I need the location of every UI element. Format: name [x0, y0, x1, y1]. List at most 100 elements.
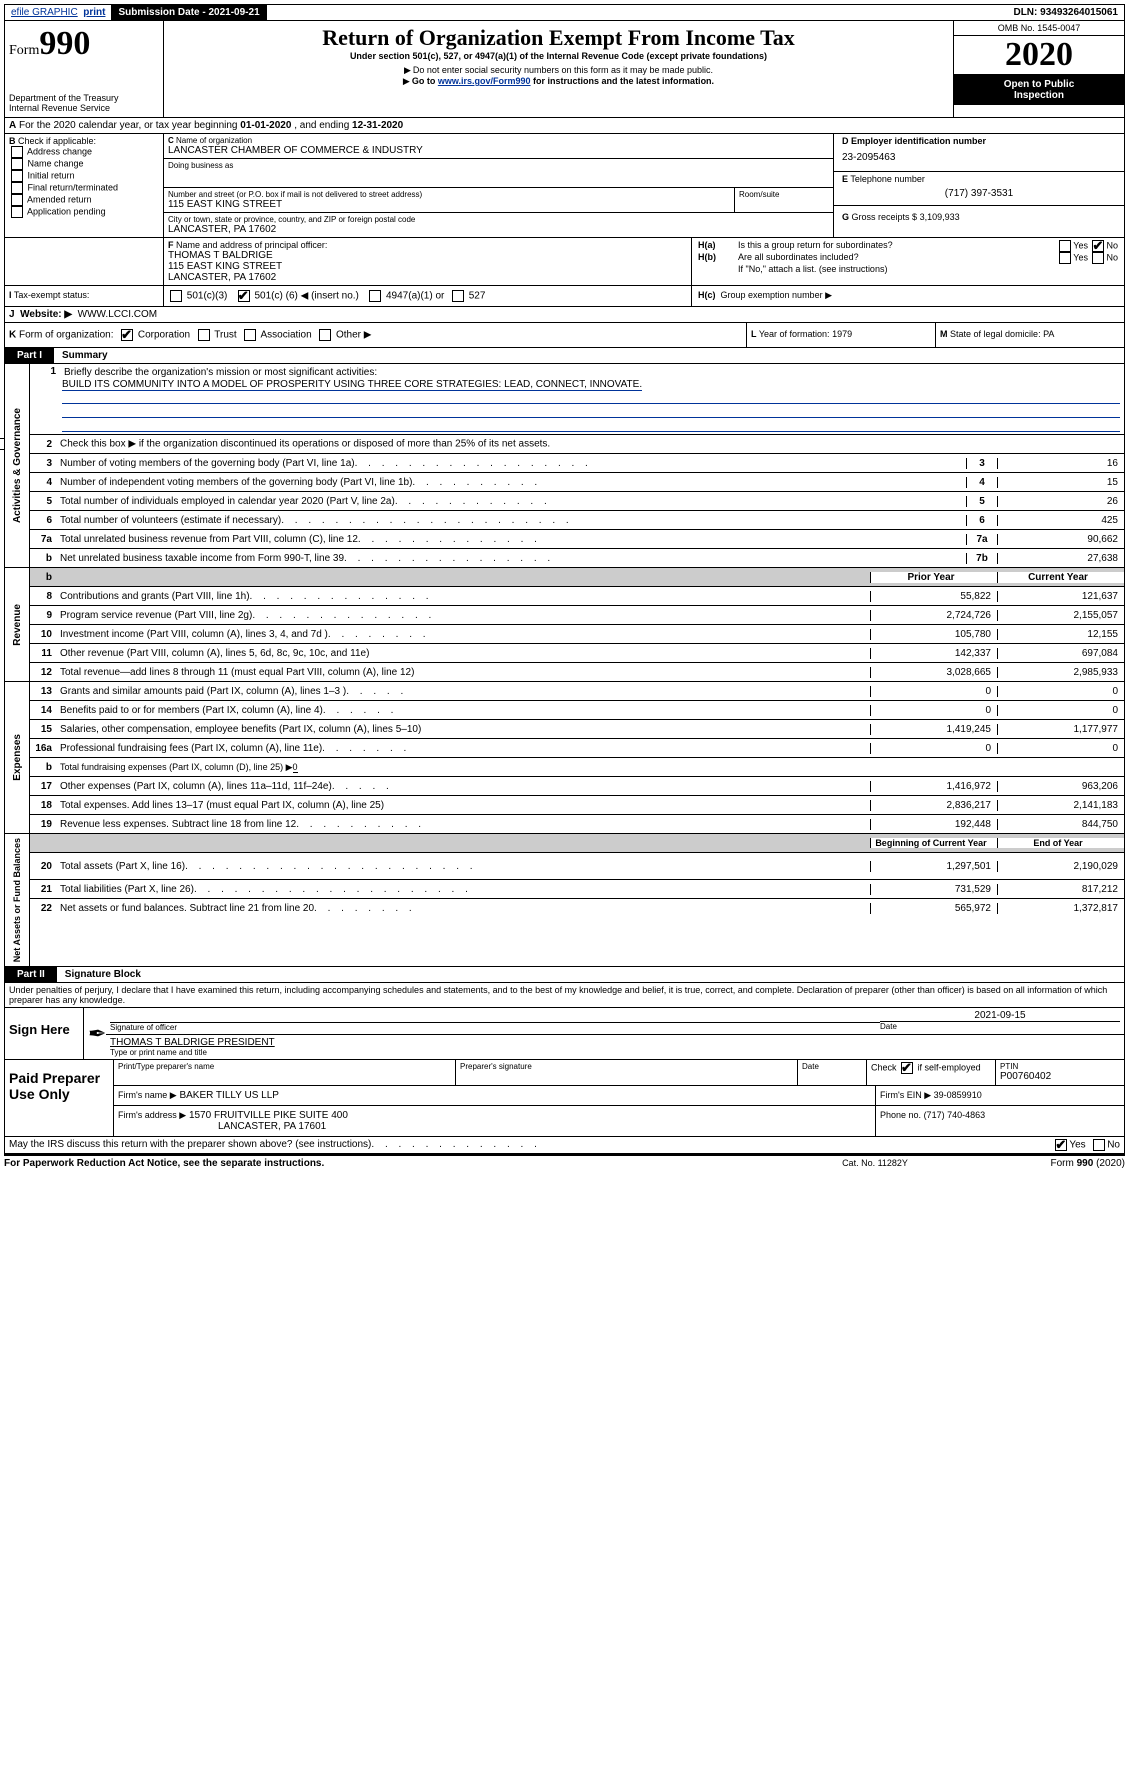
- v3: 16: [997, 458, 1124, 469]
- row-bcde: B Check if applicable: Address change Na…: [4, 134, 1125, 238]
- dba-label: Doing business as: [168, 161, 829, 170]
- cb-discontinued[interactable]: [0, 438, 5, 450]
- c8: 121,637: [997, 591, 1124, 602]
- submission-date: Submission Date - 2021-09-21: [112, 5, 266, 20]
- cb-hb-no[interactable]: [1092, 252, 1104, 264]
- cat-no: Cat. No. 11282Y: [785, 1158, 965, 1169]
- cb-4947[interactable]: [369, 290, 381, 302]
- i-options: 501(c)(3) 501(c) (6) ◀ (insert no.) 4947…: [164, 286, 692, 306]
- cb-ha-no[interactable]: [1092, 240, 1104, 252]
- b20: 1,297,501: [870, 861, 997, 872]
- col-ptin: PTIN: [1000, 1062, 1120, 1071]
- room-label: Room/suite: [739, 190, 829, 199]
- sig-date-label: Date: [880, 1021, 1120, 1031]
- l10: Investment income (Part VIII, column (A)…: [58, 628, 870, 641]
- b21: 731,529: [870, 884, 997, 895]
- website: WWW.LCCI.COM: [78, 309, 157, 320]
- col-date: Date: [802, 1062, 862, 1071]
- i-label: I Tax-exempt status:: [5, 286, 164, 306]
- row-i: I Tax-exempt status: 501(c)(3) 501(c) (6…: [4, 286, 1125, 307]
- street-label: Number and street (or P.O. box if mail i…: [168, 190, 730, 199]
- sign-here-block: Sign Here ✒ Signature of officer 2021-09…: [4, 1008, 1125, 1060]
- hdr-curr: Current Year: [997, 572, 1124, 583]
- part-ii-tab: Part II: [5, 967, 57, 982]
- p11: 142,337: [870, 648, 997, 659]
- telephone: (717) 397-3531: [842, 184, 1116, 203]
- exp-sidebar: Expenses: [5, 682, 30, 833]
- b22: 565,972: [870, 903, 997, 914]
- officer-street: 115 EAST KING STREET: [168, 261, 687, 272]
- gov-sidebar: Activities & Governance: [5, 364, 30, 567]
- org-city: LANCASTER, PA 17602: [168, 224, 829, 235]
- l7a: Total unrelated business revenue from Pa…: [58, 533, 966, 546]
- cb-501c[interactable]: [238, 290, 250, 302]
- l8: Contributions and grants (Part VIII, lin…: [58, 590, 870, 603]
- cb-final-return[interactable]: [11, 182, 23, 194]
- v5: 26: [997, 496, 1124, 507]
- footer: For Paperwork Reduction Act Notice, see …: [4, 1154, 1125, 1171]
- l14: Benefits paid to or for members (Part IX…: [58, 704, 870, 717]
- cb-initial-return[interactable]: [11, 170, 23, 182]
- cb-discuss-no[interactable]: [1093, 1139, 1105, 1151]
- city-label: City or town, state or province, country…: [168, 215, 829, 224]
- part-i-header: Part I Summary: [4, 348, 1125, 364]
- c11: 697,084: [997, 648, 1124, 659]
- cb-self-employed[interactable]: [901, 1062, 913, 1074]
- cb-assoc[interactable]: [244, 329, 256, 341]
- section-l: L Year of formation: 1979: [747, 323, 936, 347]
- cb-address-change[interactable]: [11, 146, 23, 158]
- part-i-title: Summary: [54, 348, 116, 363]
- officer-city: LANCASTER, PA 17602: [168, 272, 687, 283]
- cb-discuss-yes[interactable]: [1055, 1139, 1067, 1151]
- cb-other[interactable]: [319, 329, 331, 341]
- irs-link[interactable]: www.irs.gov/Form990: [438, 76, 531, 86]
- efile-link[interactable]: efile GRAPHIC: [11, 7, 78, 18]
- l12: Total revenue—add lines 8 through 11 (mu…: [58, 666, 870, 679]
- h-note: If "No," attach a list. (see instruction…: [698, 264, 1118, 274]
- expenses-block: Expenses 13Grants and similar amounts pa…: [4, 682, 1125, 834]
- l20: Total assets (Part X, line 16). . . . . …: [58, 860, 870, 873]
- v6: 425: [997, 515, 1124, 526]
- spacer: [267, 5, 1008, 20]
- cb-527[interactable]: [452, 290, 464, 302]
- cb-ha-yes[interactable]: [1059, 240, 1071, 252]
- cb-trust[interactable]: [198, 329, 210, 341]
- c15: 1,177,977: [997, 724, 1124, 735]
- revenue-block: Revenue bPrior YearCurrent Year 8Contrib…: [4, 568, 1125, 682]
- cb-application-pending[interactable]: [11, 206, 23, 218]
- c9: 2,155,057: [997, 610, 1124, 621]
- paid-preparer-block: Paid Preparer Use Only Print/Type prepar…: [4, 1060, 1125, 1137]
- header-mid: Return of Organization Exempt From Incom…: [164, 21, 953, 117]
- gross-receipts: G Gross receipts $ 3,109,933: [842, 212, 1116, 222]
- section-de: D Employer identification number 23-2095…: [834, 134, 1124, 237]
- p17: 1,416,972: [870, 781, 997, 792]
- cb-name-change[interactable]: [11, 158, 23, 170]
- hdr-end: End of Year: [997, 838, 1124, 848]
- row-a: A For the 2020 calendar year, or tax yea…: [4, 118, 1125, 134]
- cb-amended-return[interactable]: [11, 194, 23, 206]
- open-public: Open to PublicInspection: [954, 75, 1124, 105]
- c16a: 0: [997, 743, 1124, 754]
- cb-hb-yes[interactable]: [1059, 252, 1071, 264]
- cb-501c3[interactable]: [170, 290, 182, 302]
- l19: Revenue less expenses. Subtract line 18 …: [58, 818, 870, 831]
- print-link[interactable]: print: [83, 7, 105, 18]
- l6: Total number of volunteers (estimate if …: [58, 514, 966, 527]
- firm-ein-row: Firm's EIN ▶ 39-0859910: [876, 1086, 1124, 1105]
- declaration: Under penalties of perjury, I declare th…: [4, 983, 1125, 1008]
- v4: 15: [997, 477, 1124, 488]
- header-right: OMB No. 1545-0047 2020 Open to PublicIns…: [953, 21, 1124, 117]
- l13: Grants and similar amounts paid (Part IX…: [58, 685, 870, 698]
- sig-officer-label: Signature of officer: [110, 1022, 880, 1032]
- v7b: 27,638: [997, 553, 1124, 564]
- e22: 1,372,817: [997, 903, 1124, 914]
- l21: Total liabilities (Part X, line 26). . .…: [58, 883, 870, 896]
- form-header: Form990 Department of the Treasury Inter…: [4, 21, 1125, 118]
- firm-name-row: Firm's name ▶ BAKER TILLY US LLP: [114, 1086, 876, 1105]
- cb-corp[interactable]: [121, 329, 133, 341]
- p13: 0: [870, 686, 997, 697]
- header-left: Form990 Department of the Treasury Inter…: [5, 21, 164, 117]
- p19: 192,448: [870, 819, 997, 830]
- net-sidebar: Net Assets or Fund Balances: [5, 834, 30, 966]
- c19: 844,750: [997, 819, 1124, 830]
